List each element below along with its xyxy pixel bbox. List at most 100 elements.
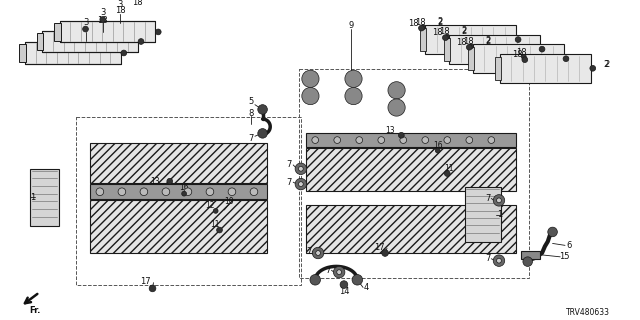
Circle shape xyxy=(493,255,505,267)
Bar xyxy=(306,133,516,147)
Text: 2: 2 xyxy=(437,17,442,26)
Text: 18: 18 xyxy=(132,0,143,7)
Text: 14: 14 xyxy=(339,287,349,296)
Bar xyxy=(420,28,426,51)
Circle shape xyxy=(548,227,557,237)
Text: 13: 13 xyxy=(385,126,395,135)
Circle shape xyxy=(228,188,236,196)
Circle shape xyxy=(295,178,307,190)
Text: 4: 4 xyxy=(364,283,369,292)
Text: Fr.: Fr. xyxy=(29,306,40,315)
Text: 18: 18 xyxy=(463,37,474,46)
Text: 18: 18 xyxy=(415,18,426,27)
Text: 7: 7 xyxy=(248,134,254,143)
Circle shape xyxy=(138,39,144,44)
Bar xyxy=(444,38,450,60)
Text: 7: 7 xyxy=(287,160,292,170)
Bar xyxy=(60,21,156,43)
Text: 15: 15 xyxy=(559,252,570,261)
Circle shape xyxy=(378,137,385,143)
Circle shape xyxy=(184,188,192,196)
Text: 1: 1 xyxy=(30,193,35,202)
Circle shape xyxy=(381,250,388,256)
Circle shape xyxy=(258,129,268,138)
Text: 18: 18 xyxy=(516,48,526,57)
Bar xyxy=(468,47,474,70)
Bar xyxy=(30,169,59,226)
Text: 2: 2 xyxy=(604,60,609,69)
Circle shape xyxy=(419,25,424,31)
Bar xyxy=(449,35,540,63)
Text: 17: 17 xyxy=(141,277,151,286)
Bar xyxy=(36,33,44,50)
Circle shape xyxy=(466,137,473,143)
Circle shape xyxy=(388,99,405,116)
Circle shape xyxy=(356,137,363,143)
Circle shape xyxy=(469,44,474,49)
Text: 18: 18 xyxy=(456,38,467,47)
Circle shape xyxy=(206,188,214,196)
Circle shape xyxy=(118,188,125,196)
Circle shape xyxy=(295,163,307,174)
Circle shape xyxy=(563,56,569,61)
Circle shape xyxy=(334,137,340,143)
Text: 7: 7 xyxy=(484,194,490,203)
Text: 7: 7 xyxy=(325,266,330,275)
Circle shape xyxy=(83,26,88,32)
Text: TRV480633: TRV480633 xyxy=(566,308,610,317)
Bar xyxy=(76,117,301,284)
Circle shape xyxy=(345,70,362,87)
Bar xyxy=(90,200,268,253)
Circle shape xyxy=(422,137,429,143)
Text: 2: 2 xyxy=(486,36,491,45)
Text: 1: 1 xyxy=(497,210,502,219)
Text: 13: 13 xyxy=(150,177,160,186)
Text: 12: 12 xyxy=(205,201,214,210)
Bar xyxy=(19,44,26,61)
Circle shape xyxy=(497,258,501,263)
Circle shape xyxy=(590,65,596,71)
Circle shape xyxy=(310,275,321,285)
Text: 18: 18 xyxy=(115,6,125,15)
Text: 3: 3 xyxy=(83,18,88,27)
Circle shape xyxy=(302,70,319,87)
Text: 11: 11 xyxy=(210,220,220,229)
Text: 7: 7 xyxy=(484,254,490,263)
Circle shape xyxy=(250,188,258,196)
Text: 7: 7 xyxy=(287,178,292,187)
Circle shape xyxy=(539,46,545,52)
Circle shape xyxy=(444,137,451,143)
Circle shape xyxy=(352,275,363,285)
Text: 2: 2 xyxy=(605,60,610,69)
Circle shape xyxy=(497,198,501,203)
Circle shape xyxy=(337,270,342,275)
Circle shape xyxy=(156,29,161,35)
Bar xyxy=(500,54,591,83)
Text: 2: 2 xyxy=(461,27,466,36)
Text: 7: 7 xyxy=(306,247,311,256)
Circle shape xyxy=(149,285,156,292)
Circle shape xyxy=(298,182,303,187)
Text: 3: 3 xyxy=(100,8,106,17)
Bar xyxy=(25,43,121,63)
Text: 9: 9 xyxy=(348,21,353,30)
Bar xyxy=(495,57,501,80)
Circle shape xyxy=(302,87,319,105)
Circle shape xyxy=(312,137,319,143)
Text: 5: 5 xyxy=(248,97,253,106)
Circle shape xyxy=(96,188,104,196)
Circle shape xyxy=(121,50,127,56)
Circle shape xyxy=(522,54,526,59)
Circle shape xyxy=(298,166,303,171)
Circle shape xyxy=(493,195,505,206)
Text: 18: 18 xyxy=(433,28,443,37)
Circle shape xyxy=(333,267,345,278)
Circle shape xyxy=(182,191,186,196)
Circle shape xyxy=(316,251,321,255)
Text: 16: 16 xyxy=(433,141,442,150)
Bar xyxy=(42,31,138,52)
Circle shape xyxy=(523,257,532,267)
Circle shape xyxy=(442,35,448,41)
Bar xyxy=(90,184,268,199)
Text: 18: 18 xyxy=(408,19,419,28)
